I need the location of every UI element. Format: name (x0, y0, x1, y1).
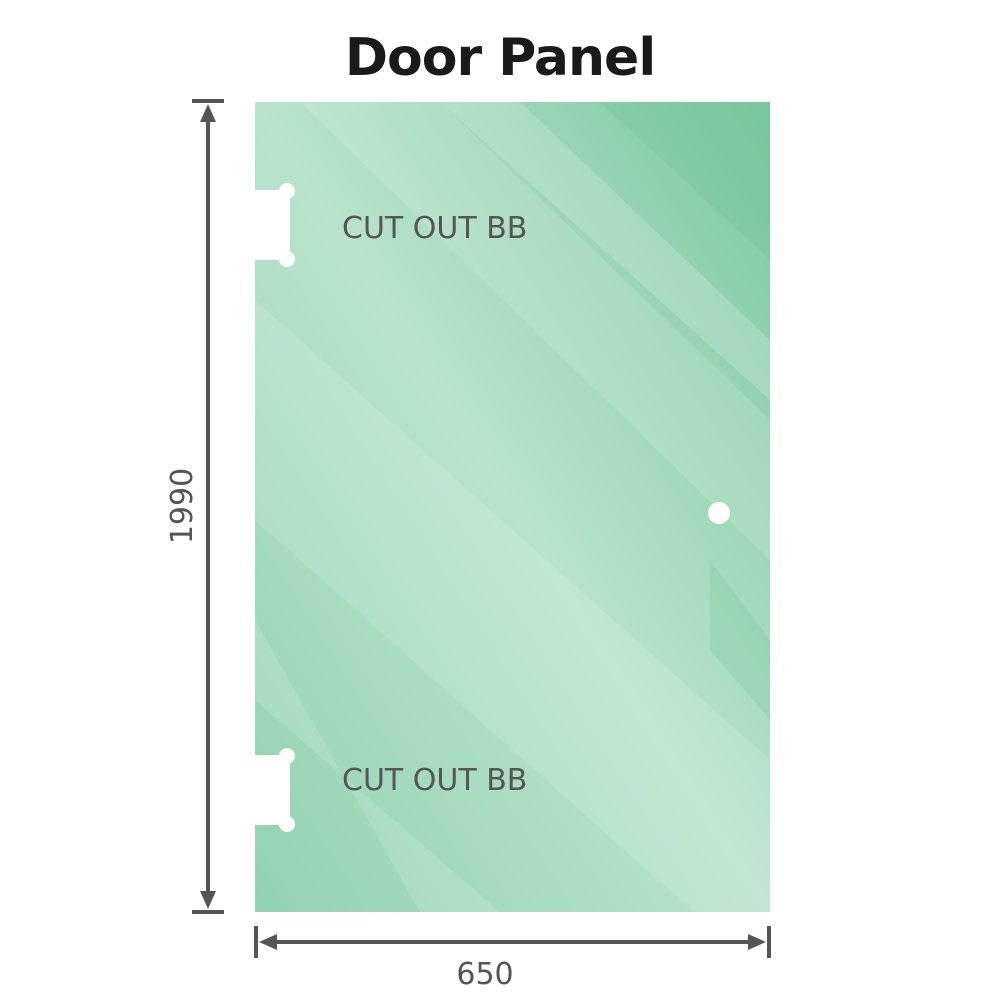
height-dimension (192, 99, 224, 914)
width-label: 650 (456, 957, 513, 992)
diagram-title: Door Panel (344, 28, 656, 88)
cutout-top-label: CUT OUT BB (342, 211, 527, 246)
cutout-bottom (250, 748, 295, 832)
cutout-bottom-label: CUT OUT BB (342, 763, 527, 798)
cutout-top (250, 183, 295, 267)
height-label: 1990 (165, 468, 200, 544)
width-dimension (254, 926, 771, 958)
glass-panel (255, 102, 770, 912)
handle-hole (708, 502, 730, 524)
